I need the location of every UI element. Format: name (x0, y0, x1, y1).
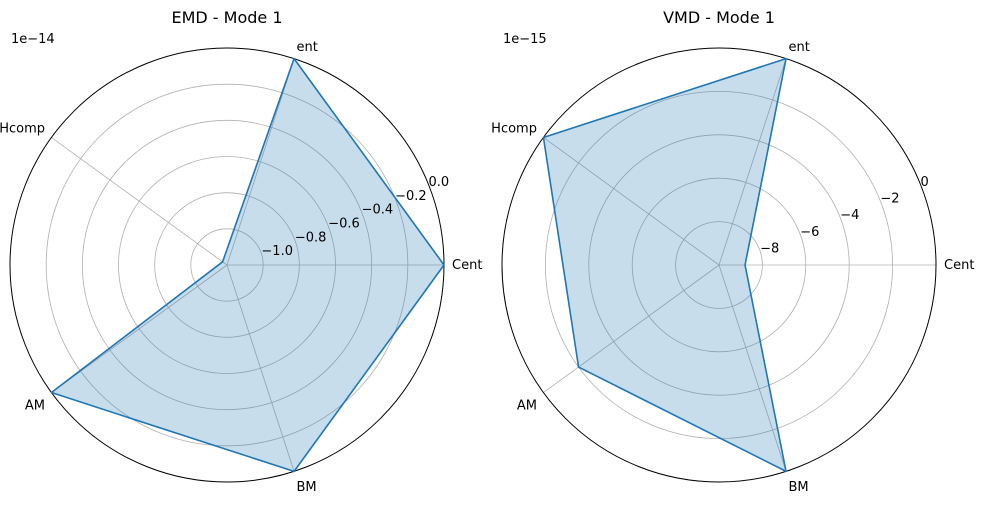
radial-tick-label: 0.0 (428, 175, 449, 190)
category-label: AM (517, 398, 537, 413)
radial-tick-label: −0.4 (362, 203, 394, 218)
offset-text: 1e−15 (503, 32, 547, 47)
chart-title: EMD - Mode 1 (171, 8, 282, 27)
emd-radar-chart: EMD - Mode 1 1e−14 −1.0−0.8−0.6−0.4−0.20… (0, 8, 482, 495)
series-area (51, 58, 444, 472)
radial-tick-label: −0.6 (328, 216, 360, 231)
grid-spoke (51, 264, 228, 393)
radial-tick-label: 0 (920, 175, 928, 190)
series-line (50, 57, 445, 473)
grid-spoke (718, 264, 787, 472)
category-label: BM (789, 480, 809, 495)
chart-title: VMD - Mode 1 (663, 8, 775, 27)
series-area (543, 58, 787, 472)
radial-tick-label: −0.8 (295, 230, 327, 245)
radial-tick-label: −6 (800, 225, 819, 240)
grid-spoke (226, 264, 295, 472)
category-label: Hcomp (0, 122, 45, 137)
grid-spoke (543, 264, 720, 393)
offset-text: 1e−14 (11, 32, 55, 47)
radial-tick-label: −0.2 (395, 189, 427, 204)
category-label: Hcomp (491, 122, 537, 137)
series-line (542, 57, 787, 473)
radial-tick-label: −1.0 (261, 244, 293, 259)
category-label: AM (25, 398, 45, 413)
category-label: ent (789, 40, 810, 55)
radial-tick-label: −8 (760, 241, 779, 256)
grid-spoke (718, 58, 787, 266)
category-label: Cent (452, 258, 482, 273)
grid-spoke (51, 137, 228, 266)
grid-spoke (543, 137, 720, 266)
polar-frame (501, 47, 937, 483)
radial-tick-label: −2 (880, 192, 899, 207)
vmd-radar-chart: VMD - Mode 1 1e−15 −8 −6 −4 −2 0 Cent ent Hcomp… (491, 8, 974, 495)
category-label: Cent (944, 258, 974, 273)
category-label: ent (297, 40, 318, 55)
category-label: BM (297, 480, 317, 495)
radial-tick-label: −4 (840, 208, 859, 223)
grid-spoke (226, 58, 295, 266)
